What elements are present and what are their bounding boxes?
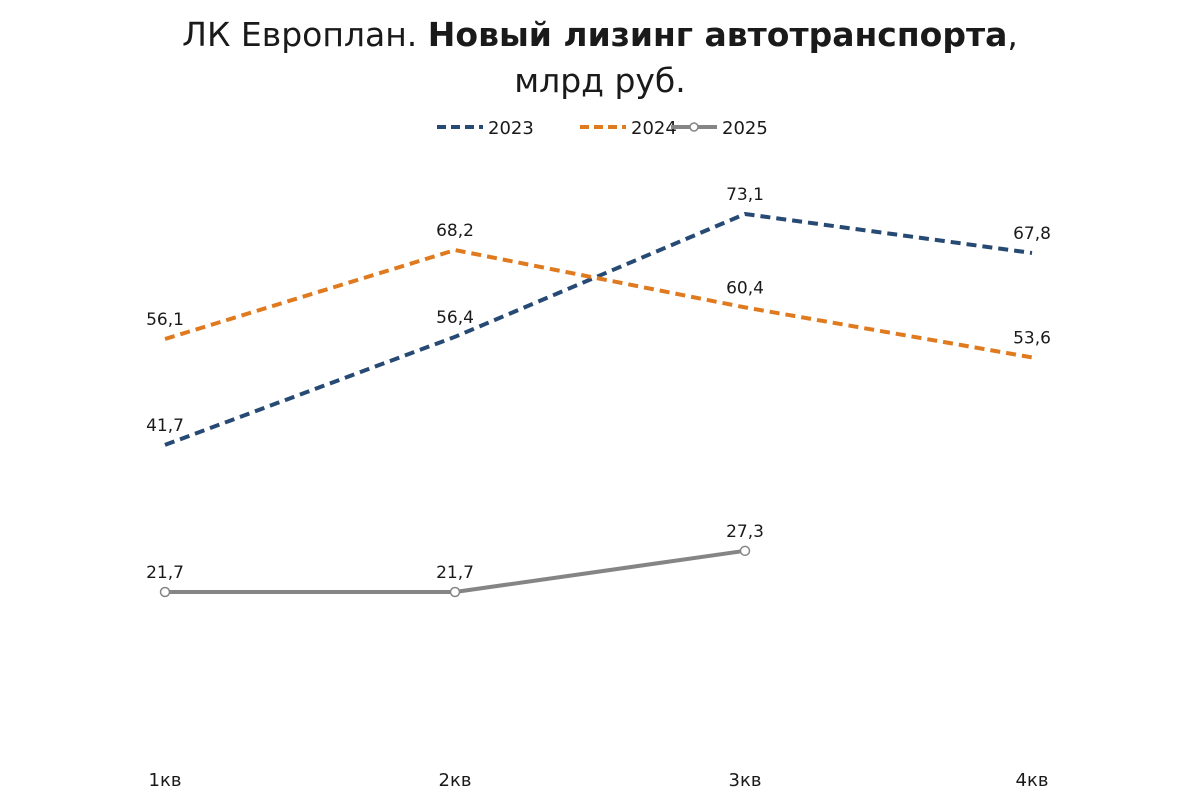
legend: 2023 2024 2025 xyxy=(437,118,768,139)
data-point-2025-1 xyxy=(449,586,461,598)
series-line-2024 xyxy=(164,248,1033,360)
data-label-2024-0: 56,1 xyxy=(146,310,184,330)
data-label-2023-3: 67,8 xyxy=(1013,224,1051,244)
data-label-2025-2: 27,3 xyxy=(726,522,764,542)
data-point-2025-0 xyxy=(159,586,171,598)
data-label-2023-1: 56,4 xyxy=(436,308,474,328)
legend-label-2024: 2024 xyxy=(631,118,677,139)
series-line-2023 xyxy=(164,212,1033,447)
data-label-2023-0: 41,7 xyxy=(146,416,184,436)
legend-marker-2025 xyxy=(689,122,699,132)
legend-label-2023: 2023 xyxy=(488,118,534,139)
data-label-2024-1: 68,2 xyxy=(436,221,474,241)
chart-title-suffix: , млрд руб. xyxy=(514,15,1018,100)
chart-title-bold: Новый лизинг автотранспорта xyxy=(427,15,1008,54)
data-point-2025-2 xyxy=(739,545,751,557)
data-label-2025-0: 21,7 xyxy=(146,563,184,583)
chart-title: ЛК Европлан. Новый лизинг автотранспорта… xyxy=(150,12,1050,104)
data-label-2024-3: 53,6 xyxy=(1013,328,1051,348)
x-tick-label-3: 4кв xyxy=(1016,770,1049,791)
chart-title-prefix: ЛК Европлан. xyxy=(182,15,428,54)
legend-label-2025: 2025 xyxy=(722,118,768,139)
x-tick-label-0: 1кв xyxy=(149,770,182,791)
data-label-2025-1: 21,7 xyxy=(436,563,474,583)
data-label-2023-2: 73,1 xyxy=(726,185,764,205)
data-label-2024-2: 60,4 xyxy=(726,278,764,298)
x-tick-label-2: 3кв xyxy=(729,770,762,791)
x-tick-label-1: 2кв xyxy=(439,770,472,791)
